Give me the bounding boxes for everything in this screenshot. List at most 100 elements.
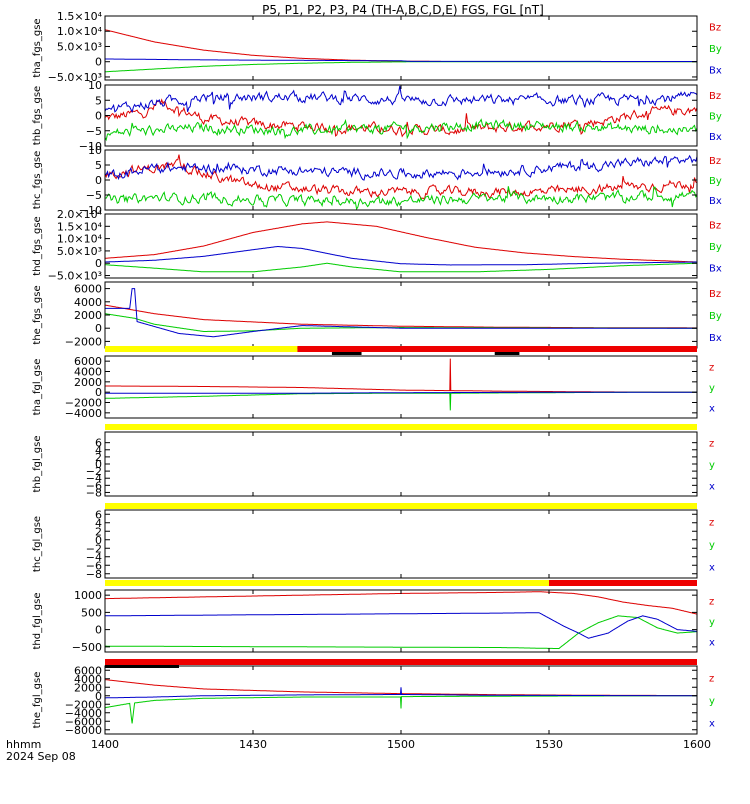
series-line-Bx [105, 288, 697, 338]
series-line-z [105, 591, 697, 615]
y-tick-label: 6 [95, 437, 102, 450]
y-tick-label: −2000 [65, 698, 102, 711]
y-tick-label: −5 [86, 189, 102, 202]
panel-frame [104, 213, 698, 279]
series-line-Bx [105, 58, 697, 62]
y-tick-label: 0 [95, 322, 102, 335]
legend-entry-x: x [709, 404, 715, 415]
y-tick-label: 6000 [74, 355, 102, 368]
y-axis-title: thb_fgl_gse [32, 436, 43, 493]
y-tick-label: −5.0×10³ [48, 71, 102, 84]
y-tick-label: 1.0×10⁴ [57, 233, 103, 246]
legend-entry-z: z [709, 439, 714, 450]
series-group [105, 591, 697, 650]
legend-entry-x: x [709, 719, 715, 730]
y-tick-label: −8 [86, 486, 102, 499]
y-tick-label: 4000 [74, 366, 102, 379]
x-tick-label: 1500 [387, 738, 415, 751]
series-line-Bx [105, 85, 697, 114]
y-tick-label: −500 [72, 641, 102, 654]
legend-entry-y: y [709, 383, 715, 394]
series-line-y [105, 695, 697, 724]
y-tick-label: 2000 [74, 681, 102, 694]
status-segment [105, 580, 549, 586]
y-tick-label: 2000 [74, 376, 102, 389]
y-tick-label: 4000 [74, 673, 102, 686]
y-axis-title: the_fgs_gse [32, 285, 43, 344]
legend-entry-By: By [709, 176, 722, 187]
legend-entry-x: x [709, 563, 715, 574]
y-tick-label: 0 [95, 690, 102, 703]
y-tick-label: −4 [86, 551, 102, 564]
y-tick-label: 5 [95, 159, 102, 172]
y-tick-label: −6 [86, 559, 102, 572]
date-label: 2024 Sep 08 [6, 750, 76, 763]
y-axis-title: thd_fgl_gse [32, 593, 43, 650]
legend-entry-By: By [709, 112, 722, 123]
y-tick-label: −5 [86, 125, 102, 138]
legend-entry-Bx: Bx [709, 196, 722, 207]
status-segment [105, 503, 697, 509]
y-tick-label: −10 [79, 204, 102, 217]
status-segment [105, 424, 697, 430]
y-tick-label: 0 [95, 110, 102, 123]
series-group [105, 221, 697, 273]
y-tick-label: 2 [95, 525, 102, 538]
series-group [105, 29, 697, 73]
panels-group: 1.5×10⁴1.0×10⁴5.0×10³0−5.0×10³tha_fgs_gs… [32, 10, 722, 737]
status-segment [297, 346, 697, 352]
legend-entry-y: y [709, 696, 715, 707]
legend-entry-z: z [709, 673, 714, 684]
series-line-x [105, 687, 697, 699]
panel-frame [104, 355, 698, 419]
y-tick-label: −4000 [65, 407, 102, 420]
series-line-By [105, 186, 697, 210]
status-bar [105, 659, 697, 668]
series-line-Bx [105, 246, 697, 266]
y-tick-label: 1000 [74, 589, 102, 602]
status-segment [549, 580, 697, 586]
legend-entry-Bx: Bx [709, 132, 722, 143]
series-group [105, 288, 697, 338]
y-axis-title: thd_fgs_gse [32, 216, 43, 275]
series-group [105, 679, 697, 724]
y-tick-label: 4 [95, 517, 102, 530]
legend-entry-y: y [709, 460, 715, 471]
time-label: hhmm [6, 738, 41, 751]
series-line-Bz [105, 221, 697, 263]
legend-entry-Bz: Bz [709, 23, 721, 34]
legend-entry-Bz: Bz [709, 289, 721, 300]
series-line-y [105, 391, 697, 411]
y-tick-label: 5 [95, 94, 102, 107]
status-mark [105, 665, 179, 668]
series-line-By [105, 262, 697, 273]
x-tick-label: 1600 [683, 738, 711, 751]
legend-entry-Bx: Bx [709, 263, 722, 274]
series-line-y [105, 615, 697, 650]
legend-entry-By: By [709, 242, 722, 253]
legend-entry-By: By [709, 44, 722, 55]
legend-entry-y: y [709, 540, 715, 551]
x-tick-label: 1400 [91, 738, 119, 751]
y-tick-label: 2.0×10⁴ [57, 208, 103, 221]
panel-frame [104, 431, 698, 497]
y-tick-label: 0 [95, 624, 102, 637]
panel-thc_fgs_gse: 10 5 0 −5 −10 thc_fgs_gse Bz By Bx [32, 144, 722, 217]
legend-entry-Bx: Bx [709, 65, 722, 76]
status-bar [105, 346, 697, 355]
y-axis-title: the_fgl_gse [32, 672, 43, 729]
y-tick-label: 1.5×10⁴ [57, 220, 103, 233]
status-bar [105, 503, 697, 509]
panel-frame [104, 281, 698, 349]
y-tick-label: 6000 [74, 664, 102, 677]
y-tick-label: 6 [95, 508, 102, 521]
y-tick-label: −4000 [65, 707, 102, 720]
y-axis-title: tha_fgl_gse [32, 359, 43, 416]
y-tick-label: −4 [86, 472, 102, 485]
series-group [105, 358, 697, 411]
legend-entry-z: z [709, 517, 714, 528]
y-tick-label: 2000 [74, 309, 102, 322]
